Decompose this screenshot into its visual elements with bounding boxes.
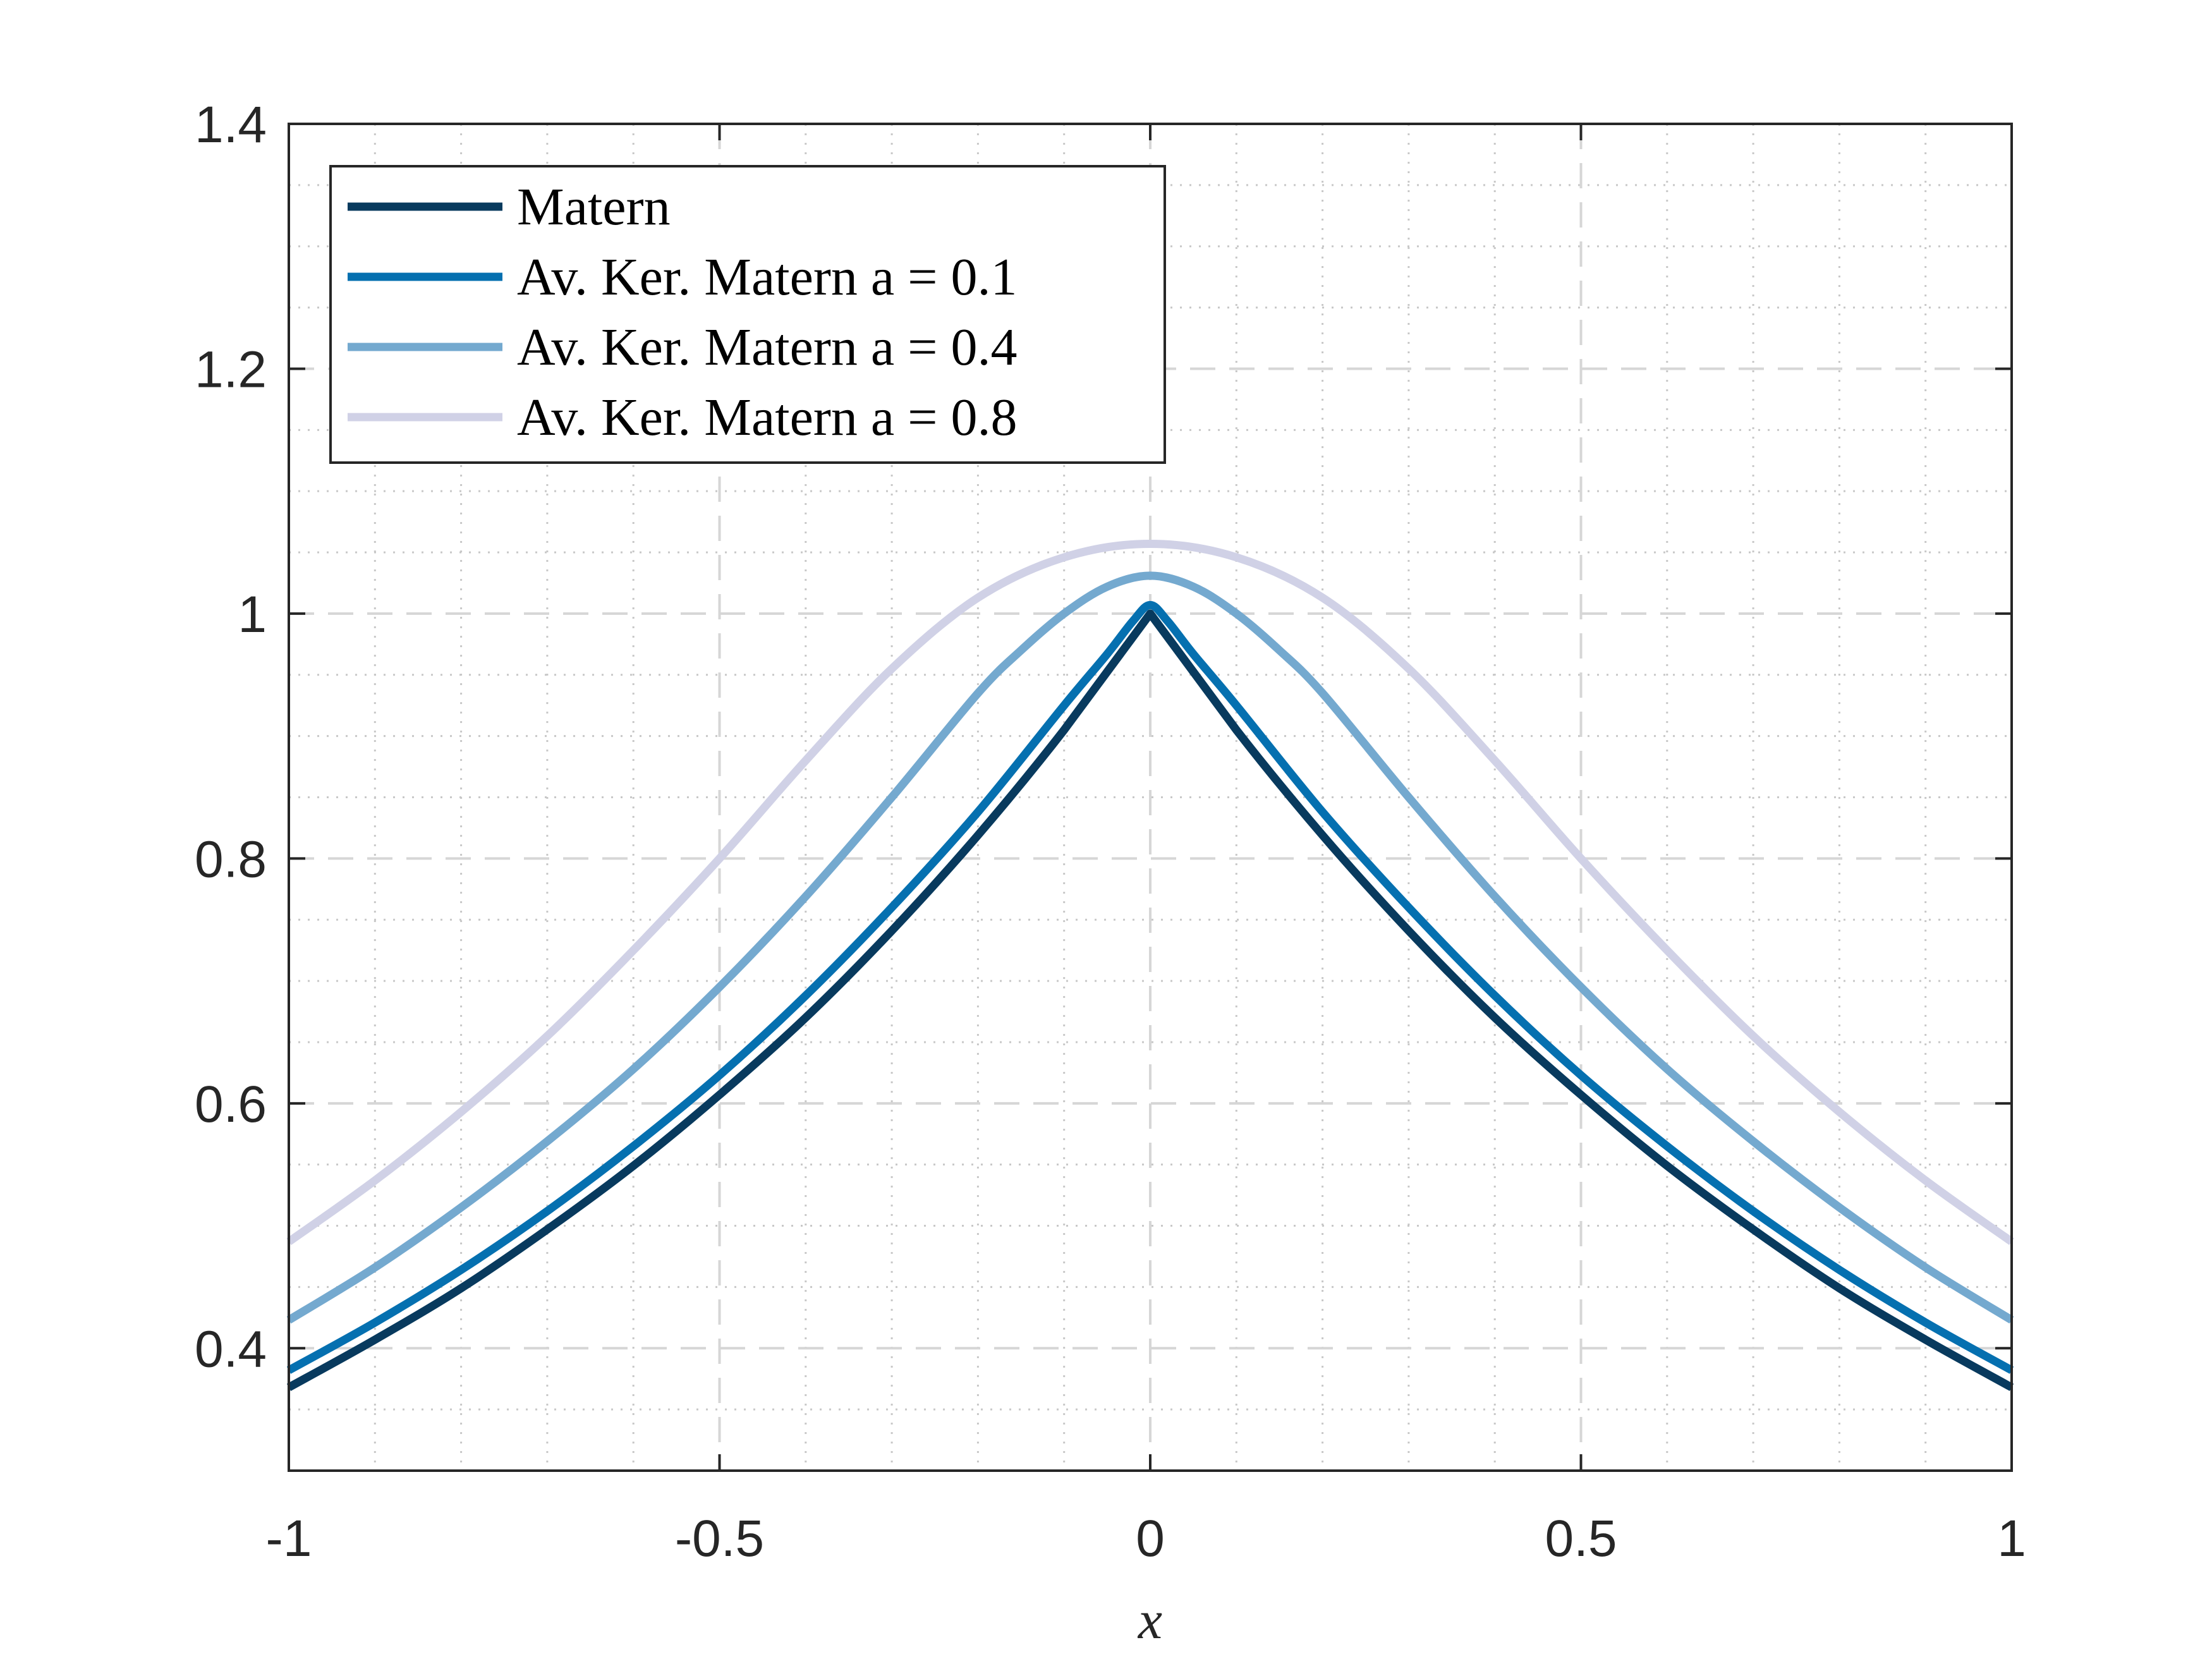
legend-label-0: Matern [517,178,671,236]
series-line-3 [286,539,2014,1246]
y-tick-label: 1.4 [195,96,267,154]
axes [288,123,2013,1472]
x-tick-label: 0 [1136,1510,1165,1567]
x-axis-label: x [1137,1589,1162,1650]
series-lines [286,539,2014,1391]
legend: Matern Av. Ker. Matern a = 0.1 Av. Ker. Ma… [329,165,1166,464]
x-tick-label: -0.5 [675,1510,764,1567]
series-line-1 [286,600,2014,1374]
legend-label-2: Av. Ker. Matern a = 0.4 [517,318,1017,377]
x-tick-label: -1 [266,1510,312,1567]
y-tick-label: 0.6 [195,1076,267,1133]
series-line-2 [286,571,2014,1324]
legend-label-3: Av. Ker. Matern a = 0.8 [517,388,1017,447]
y-tick-label: 1 [238,586,267,643]
series-line-0 [286,609,2014,1391]
y-tick-label: 0.4 [195,1320,267,1378]
y-tick-label: 0.8 [195,830,267,888]
y-tick-label: 1.2 [195,341,267,398]
x-tick-label: 0.5 [1545,1510,1617,1567]
tick-labels: -1 -0.5 0 0.5 1 0.4 0.6 0.8 1 1.2 1.4 [195,96,2026,1567]
x-tick-label: 1 [1997,1510,2026,1567]
legend-label-1: Av. Ker. Matern a = 0.1 [517,248,1017,307]
